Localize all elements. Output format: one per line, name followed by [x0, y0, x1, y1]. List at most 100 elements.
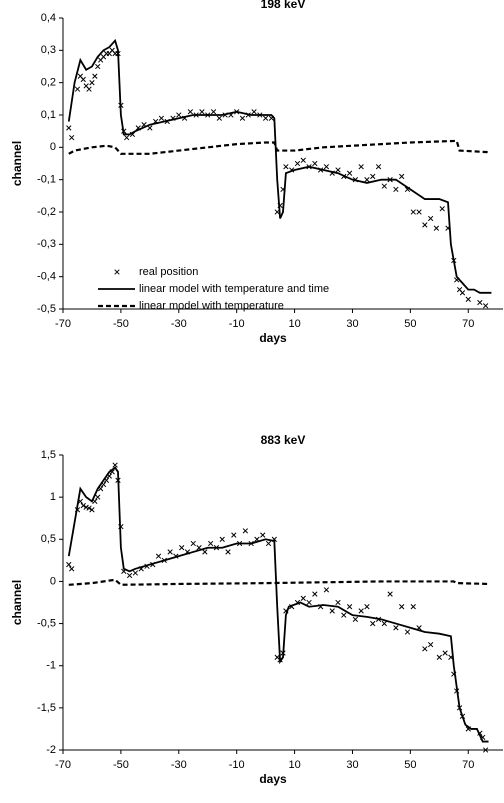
y-tick-label: 0 [50, 575, 56, 587]
data-point [158, 115, 165, 121]
y-tick-label: -1 [46, 660, 56, 672]
y-tick-label: -2 [46, 744, 56, 756]
data-point [147, 125, 153, 131]
y-axis-label: channel [10, 141, 24, 186]
data-point [69, 134, 75, 141]
x-tick-label: -10 [229, 759, 245, 771]
x-axis-label: days [259, 772, 287, 786]
data-point [187, 109, 194, 115]
data-point [427, 641, 434, 648]
x-tick-label: -10 [229, 318, 245, 330]
data-point [260, 532, 266, 538]
data-point [306, 599, 312, 606]
x-tick-label: 10 [288, 759, 300, 771]
data-point [219, 536, 225, 542]
y-tick-label: -0,2 [37, 206, 56, 218]
y-axis-label: channel [10, 580, 24, 625]
data-point [477, 299, 483, 306]
data-point [370, 173, 376, 180]
x-tick-label: -30 [171, 759, 187, 771]
x-tick-label: 50 [404, 318, 416, 330]
data-point [422, 646, 428, 652]
data-point [265, 540, 272, 547]
data-point [69, 566, 75, 572]
data-point [329, 608, 335, 614]
y-tick-label: 0,2 [41, 77, 56, 89]
data-point [112, 462, 118, 468]
data-point [410, 209, 416, 215]
data-point [216, 115, 222, 121]
data-point [225, 549, 231, 555]
data-point [404, 629, 411, 635]
data-point [179, 545, 185, 551]
x-tick-label: -70 [55, 318, 71, 330]
data-point [239, 115, 246, 121]
data-line [68, 139, 489, 155]
data-point [323, 164, 330, 170]
data-line [67, 466, 489, 743]
data-point [393, 625, 399, 631]
data-point [207, 540, 214, 547]
legend-label: linear model with temperature [139, 300, 284, 312]
data-point [66, 125, 72, 131]
y-tick-label: 0,3 [41, 44, 56, 56]
data-point [358, 608, 364, 614]
x-tick-label: 70 [462, 318, 474, 330]
data-point [95, 494, 101, 500]
data-point [86, 505, 92, 511]
data-line [67, 38, 492, 294]
data-point [427, 215, 434, 222]
data-point [358, 164, 364, 170]
x-axis-label: days [259, 331, 287, 345]
x-tick-label: -30 [171, 318, 187, 330]
data-point [210, 109, 217, 115]
data-point [381, 183, 387, 189]
data-point [124, 134, 130, 141]
x-tick-label: 50 [404, 759, 416, 771]
y-tick-label: 0,1 [41, 109, 56, 121]
data-line [68, 578, 489, 586]
data-point [436, 654, 442, 660]
x-tick-label: -70 [55, 759, 71, 771]
data-point [335, 167, 341, 173]
data-point [352, 616, 359, 623]
data-point [89, 80, 95, 86]
data-point [465, 296, 471, 302]
y-tick-label: 1,5 [41, 449, 56, 461]
data-point [176, 112, 182, 118]
data-point [251, 109, 257, 115]
data-point [294, 160, 301, 167]
data-point [199, 109, 205, 115]
data-point [283, 164, 289, 170]
data-point [190, 540, 196, 547]
y-tick-label: 0,5 [41, 533, 56, 545]
data-point [442, 650, 448, 656]
data-point [375, 164, 382, 170]
data-point [80, 502, 86, 509]
legend-label: linear model with temperature and time [139, 283, 329, 295]
legend-label: real position [139, 266, 198, 278]
y-tick-label: -0,5 [37, 303, 56, 315]
data-point [312, 160, 318, 167]
data-point [335, 599, 341, 606]
x-tick-label: -50 [113, 759, 129, 771]
data-point [300, 595, 306, 601]
x-tick-label: 70 [462, 759, 474, 771]
data-point [66, 561, 72, 568]
data-point [74, 86, 81, 92]
data-point [387, 591, 393, 597]
y-tick-label: 0,4 [41, 12, 56, 24]
data-point [482, 747, 489, 753]
data-point [393, 186, 399, 193]
data-point [341, 612, 347, 618]
data-point [482, 303, 489, 309]
data-point [370, 620, 376, 627]
data-point [323, 587, 330, 593]
y-tick-label: -0,5 [37, 617, 56, 629]
data-point [167, 549, 173, 555]
y-tick-label: -0,1 [37, 174, 56, 186]
data-point [364, 177, 370, 183]
data-point [132, 570, 139, 576]
data-point [346, 170, 353, 176]
